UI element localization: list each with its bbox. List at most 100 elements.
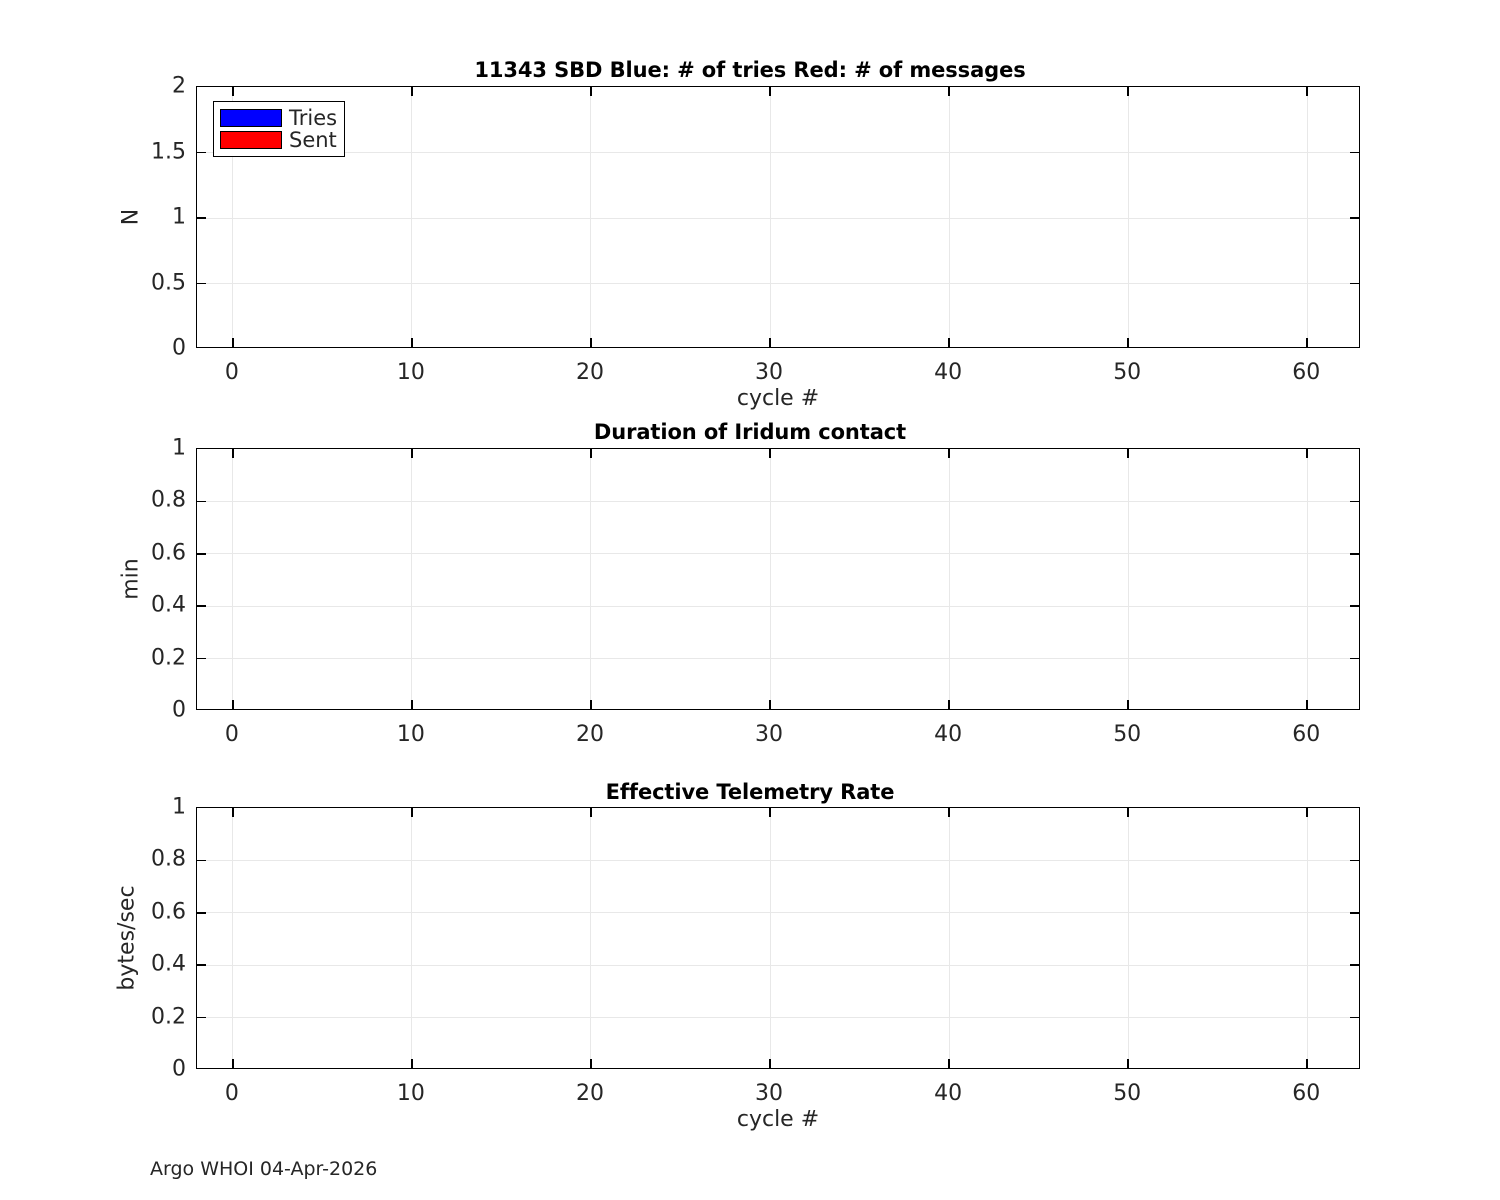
x-tick-label: 50 [1113,722,1142,747]
gridline-horizontal [197,283,1359,284]
y-tick-label: 0.4 [151,951,186,977]
x-tick-mark [1127,449,1129,458]
x-tick-mark [590,338,592,347]
y-tick-mark [1350,657,1359,660]
y-tick-label: 2 [172,73,186,99]
x-tick-label: 20 [575,722,604,747]
legend-label-tries: Tries [289,105,338,130]
x-tick-label: 40 [934,360,963,385]
x-tick-label: 20 [575,1081,604,1106]
x-tick-label: 60 [1292,1081,1321,1106]
x-tick-mark [1127,700,1129,709]
legend-swatch-sent-icon [220,131,282,149]
x-tick-label: 50 [1113,1081,1142,1106]
y-tick-mark [197,553,206,555]
y-tick-mark [197,217,206,219]
y-tick-label: 0.2 [151,1004,186,1030]
plot-area-tries-and-messages [196,86,1360,348]
y-tick-mark [197,1016,206,1019]
y-tick-mark [1350,1016,1359,1019]
x-tick-label: 30 [755,360,784,385]
x-tick-mark [948,808,950,817]
x-tick-label: 0 [224,360,239,385]
x-tick-mark [1127,338,1129,347]
gridline-horizontal [197,553,1359,555]
y-tick-mark [197,151,206,154]
gridline-vertical [948,808,950,1068]
y-tick-mark [1350,500,1359,503]
legend-swatch-tries-icon [220,109,282,127]
x-tick-mark [769,700,771,709]
x-tick-mark [411,87,413,96]
x-tick-label: 30 [755,722,784,747]
x-tick-mark [411,1059,413,1068]
y-tick-mark [197,282,206,285]
x-tick-label: 10 [396,360,425,385]
y-tick-mark [197,964,206,966]
gridline-horizontal [197,912,1359,914]
x-tick-mark [1127,87,1129,96]
gridline-horizontal [197,500,1359,502]
panel-3-title: Effective Telemetry Rate [605,780,895,804]
x-tick-mark [411,338,413,347]
gridline-vertical [232,808,234,1068]
x-tick-mark [769,338,771,347]
gridline-vertical [948,87,950,347]
gridline-horizontal [197,605,1359,607]
y-tick-mark [197,500,206,503]
x-tick-mark [1306,87,1309,96]
x-tick-mark [1306,338,1309,347]
gridline-vertical [1127,808,1129,1068]
y-tick-label: 0.6 [151,540,186,566]
legend-box[interactable]: Tries Sent [213,101,346,157]
x-tick-mark [590,87,592,96]
panel-1-title: 11343 SBD Blue: # of tries Red: # of mes… [474,58,1026,82]
y-tick-mark [1350,151,1359,154]
gridline-vertical [1127,87,1129,347]
x-tick-mark [590,808,592,817]
x-tick-mark [232,87,234,96]
x-tick-mark [590,449,592,458]
y-tick-label: 0.6 [151,899,186,925]
y-tick-mark [1350,912,1359,914]
x-tick-mark [1306,808,1309,817]
panel-1-xlabel: cycle # [736,386,820,411]
legend-item-tries[interactable]: Tries [220,107,337,129]
gridline-vertical [590,87,592,347]
y-tick-mark [1350,217,1359,219]
x-tick-mark [769,808,771,817]
y-tick-mark [197,859,206,862]
panel-3-xlabel: cycle # [736,1107,820,1132]
y-tick-label: 0.4 [151,592,186,618]
y-tick-mark [197,912,206,914]
legend-item-sent[interactable]: Sent [220,129,337,151]
x-tick-label: 20 [575,360,604,385]
y-tick-label: 1 [172,435,186,461]
y-tick-label: 0.8 [151,487,186,513]
x-tick-label: 60 [1292,722,1321,747]
y-tick-label: 1.5 [151,139,186,164]
figure-footer: Argo WHOI 04-Apr-2026 [150,1158,378,1180]
gridline-horizontal [197,964,1359,966]
x-tick-label: 50 [1113,360,1142,385]
x-tick-mark [232,449,234,458]
y-tick-label: 0 [172,1056,186,1082]
gridline-vertical [1306,87,1308,347]
y-tick-mark [1350,964,1359,966]
x-tick-label: 60 [1292,360,1321,385]
x-tick-label: 30 [755,1081,784,1106]
y-tick-label: 1 [172,794,186,820]
gridline-vertical [411,87,413,347]
gridline-horizontal [197,658,1359,660]
gridline-vertical [1306,808,1308,1068]
gridline-vertical [769,449,771,709]
gridline-vertical [590,449,592,709]
y-tick-label: 1 [172,204,186,230]
x-tick-mark [769,449,771,458]
gridline-vertical [948,449,950,709]
x-tick-label: 10 [396,1081,425,1106]
x-tick-mark [232,808,234,817]
gridline-horizontal [197,859,1359,861]
x-tick-mark [232,338,234,347]
